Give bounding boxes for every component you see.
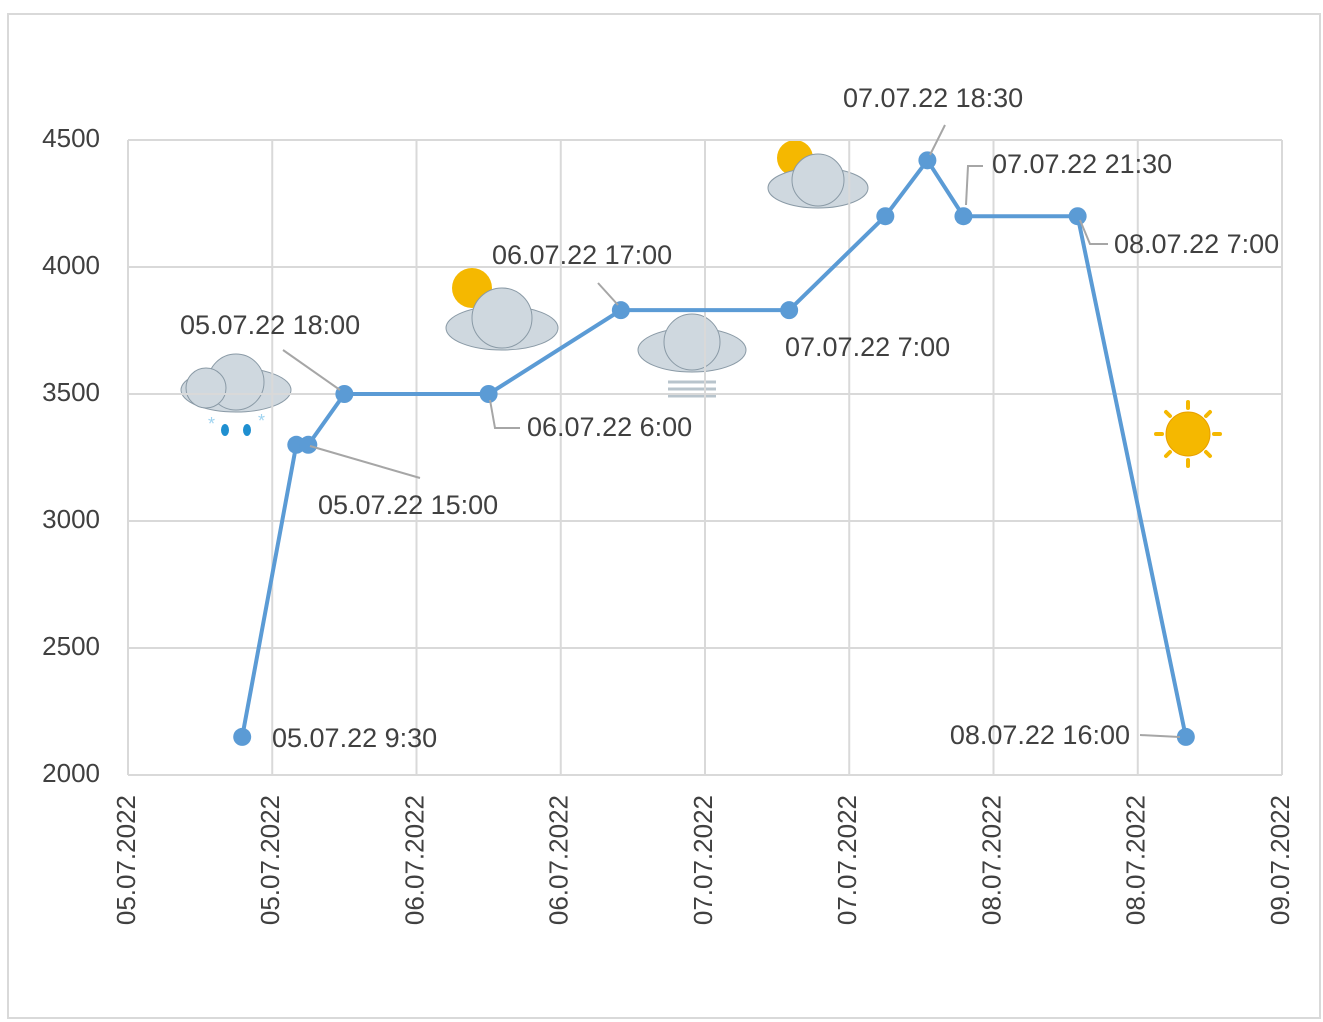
icon-sun-cloud [445, 268, 559, 351]
point-label: 06.07.22 6:00 [527, 412, 692, 442]
x-tick-label: 08.07.2022 [976, 795, 1006, 925]
data-point [479, 385, 498, 403]
x-tick-label: 05.07.2022 [111, 795, 141, 925]
data-point [780, 301, 799, 320]
point-label: 05.07.22 18:00 [180, 310, 360, 340]
leader-line [282, 349, 341, 391]
y-tick-label: 4500 [42, 123, 100, 153]
y-tick-label: 2000 [42, 758, 100, 788]
data-point [918, 151, 937, 170]
y-tick-label: 4000 [42, 250, 100, 280]
data-point [299, 435, 318, 454]
data-point [954, 207, 973, 226]
point-label: 08.07.22 16:00 [950, 720, 1130, 750]
y-tick-label: 3500 [42, 377, 100, 407]
point-label: 06.07.22 17:00 [492, 240, 672, 270]
data-point [1068, 207, 1087, 226]
x-tick-label: 06.07.2022 [544, 795, 574, 925]
data-point [611, 301, 630, 320]
svg-text:*: * [258, 411, 265, 431]
icon-sun-cloud-2 [767, 140, 869, 209]
x-tick-label: 08.07.2022 [1121, 795, 1151, 925]
x-tick-label: 05.07.2022 [255, 795, 285, 925]
leader-line [309, 445, 421, 479]
point-label: 05.07.22 9:30 [272, 723, 437, 753]
data-point [1176, 727, 1195, 746]
point-label: 07.07.22 7:00 [785, 332, 950, 362]
x-tick-label: 07.07.2022 [832, 795, 862, 925]
icon-rain-cloud: * * [180, 353, 292, 436]
leader-line [489, 399, 520, 429]
svg-text:*: * [208, 414, 215, 434]
icon-sun [1154, 400, 1222, 468]
point-label: 07.07.22 21:30 [992, 149, 1172, 179]
leader-line [1139, 734, 1181, 738]
leader-line [1079, 219, 1108, 245]
y-tick-label: 3000 [42, 504, 100, 534]
chart-frame [7, 13, 1321, 1019]
data-point [233, 727, 252, 746]
leader-line [965, 165, 983, 206]
data-point [876, 207, 895, 226]
leader-line [597, 282, 619, 306]
y-tick-label: 2500 [42, 631, 100, 661]
x-tick-label: 07.07.2022 [688, 795, 718, 925]
x-tick-label: 06.07.2022 [399, 795, 429, 925]
x-tick-label: 09.07.2022 [1265, 795, 1295, 925]
leader-line [929, 124, 946, 156]
point-label: 07.07.22 18:30 [843, 83, 1023, 113]
point-label: 08.07.22 7:00 [1114, 229, 1279, 259]
point-label: 05.07.22 15:00 [318, 490, 498, 520]
